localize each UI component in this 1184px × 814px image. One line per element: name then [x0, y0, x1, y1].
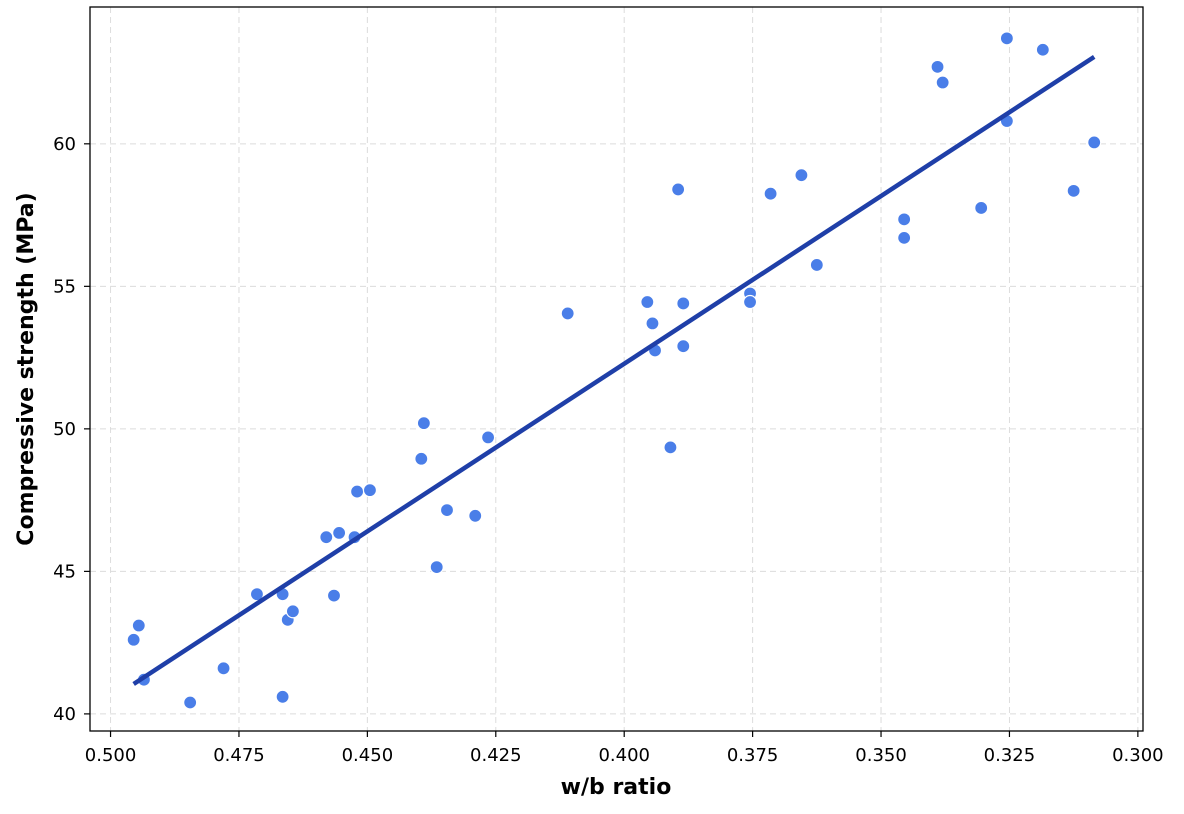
plot-frame	[89, 6, 1144, 732]
x-tick-label: 0.475	[213, 745, 265, 766]
data-point	[1066, 183, 1081, 198]
data-point	[414, 451, 429, 466]
data-point	[468, 508, 483, 523]
data-points	[126, 31, 1102, 710]
x-tick-label: 0.350	[855, 745, 907, 766]
x-tick-label: 0.375	[727, 745, 779, 766]
data-point	[126, 632, 141, 647]
x-axis-title: w/b ratio	[561, 775, 672, 800]
data-point	[999, 31, 1014, 46]
y-tick-label: 40	[53, 704, 76, 725]
data-point	[742, 294, 758, 310]
x-tick-label: 0.500	[85, 745, 137, 766]
data-point	[131, 618, 146, 633]
data-point	[416, 416, 431, 431]
data-point	[480, 430, 496, 445]
data-point	[319, 530, 334, 545]
y-tick-label: 50	[53, 419, 76, 440]
fit-line-layer	[132, 54, 1096, 686]
data-point	[183, 695, 198, 710]
data-point	[935, 75, 950, 90]
data-point	[285, 604, 300, 619]
y-axis-ticks: 40 45 50 55 60	[53, 134, 90, 725]
x-tick-label: 0.325	[984, 745, 1036, 766]
y-tick-label: 45	[53, 561, 76, 582]
data-point	[974, 200, 989, 216]
data-point	[930, 59, 945, 74]
data-point	[809, 257, 824, 273]
y-axis-title: Compressive strength (MPa)	[14, 192, 39, 545]
data-point	[763, 186, 778, 201]
data-point	[350, 484, 365, 499]
x-tick-label: 0.425	[470, 745, 522, 766]
data-point	[216, 661, 231, 676]
x-tick-label: 0.450	[342, 745, 394, 766]
y-tick-label: 55	[53, 276, 76, 297]
data-point	[897, 212, 912, 227]
x-axis-ticks: 0.500 0.475 0.450 0.425 0.400 0.375 0.350 0.325…	[85, 731, 1164, 766]
data-point	[560, 306, 575, 321]
data-point	[645, 316, 660, 331]
x-tick-label: 0.300	[1112, 745, 1164, 766]
data-point	[249, 587, 265, 602]
grid	[90, 7, 1143, 731]
data-point	[1035, 42, 1050, 57]
data-point	[362, 483, 378, 498]
data-point	[794, 168, 809, 183]
data-point	[676, 339, 691, 354]
fit-line	[132, 54, 1096, 686]
data-point	[275, 689, 290, 704]
data-point	[671, 182, 686, 197]
data-point	[326, 588, 342, 603]
x-tick-label: 0.400	[598, 745, 650, 766]
data-point	[676, 296, 691, 311]
data-point	[663, 440, 678, 455]
data-point	[1087, 135, 1102, 150]
data-point	[897, 230, 912, 245]
data-point	[640, 294, 655, 310]
data-point	[332, 525, 347, 540]
data-point	[439, 502, 455, 518]
y-tick-label: 60	[53, 134, 76, 155]
data-point	[429, 560, 444, 575]
